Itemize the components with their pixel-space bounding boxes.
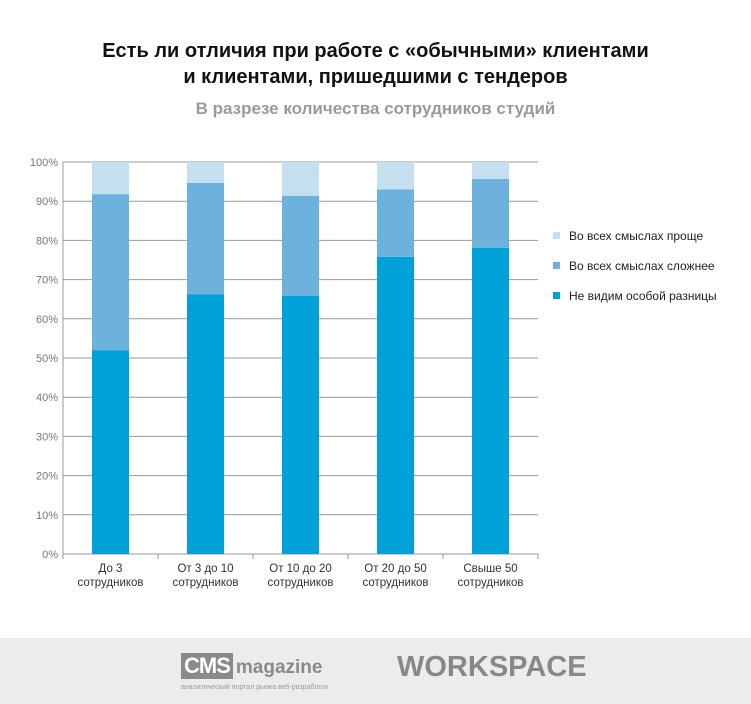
y-tick-label: 10% (36, 510, 58, 522)
legend-swatch (553, 292, 560, 299)
legend-swatch (553, 232, 560, 239)
bar-segment (472, 162, 509, 179)
x-tick-label: От 10 до 20 (269, 563, 332, 575)
x-tick-label: сотрудников (362, 577, 428, 589)
y-tick-label: 70% (36, 275, 58, 287)
bar-segment (92, 162, 129, 195)
x-tick-label: До 3 (99, 563, 123, 575)
cms-logo-word: magazine (235, 657, 323, 678)
bar-segment (282, 162, 319, 196)
cms-logo-box: CMS (181, 653, 233, 679)
title-line-1: Есть ли отличия при работе с «обычными» … (102, 40, 649, 62)
chart-subtitle: В разрезе количества сотрудников студий (195, 99, 556, 118)
bar-segment (92, 350, 129, 554)
bar-segment (377, 162, 414, 190)
bar-segment (282, 295, 319, 554)
x-tick-label: От 3 до 10 (177, 563, 233, 575)
y-tick-label: 50% (36, 353, 58, 365)
legend-label: Не видим особой разницы (569, 289, 717, 303)
bar-segment (187, 162, 224, 183)
y-tick-label: 60% (36, 314, 58, 326)
x-tick-label: сотрудников (77, 577, 143, 589)
bar-segment (187, 182, 224, 295)
cms-magazine-logo: CMS magazine (181, 653, 322, 679)
cms-tagline: аналитический портал рынка веб-разработо… (181, 684, 329, 691)
bar-segment (472, 247, 509, 554)
x-tick-label: сотрудников (457, 577, 523, 589)
y-tick-label: 100% (30, 157, 58, 169)
bar-segment (92, 194, 129, 351)
x-tick-label: сотрудников (267, 577, 333, 589)
bar-segment (472, 178, 509, 248)
legend-label: Во всех смыслах сложнее (569, 259, 715, 273)
x-tick-label: От 20 до 50 (364, 563, 427, 575)
y-tick-label: 30% (36, 431, 58, 443)
title-line-2: и клиентами, пришедшими с тендеров (183, 66, 568, 88)
chart-title: Есть ли отличия при работе с «обычными» … (0, 38, 751, 90)
x-tick-label: сотрудников (172, 577, 238, 589)
bar-segment (187, 294, 224, 554)
workspace-logo: WORKSPACE (397, 651, 587, 683)
legend-swatch (553, 262, 560, 269)
y-tick-label: 90% (36, 196, 58, 208)
y-tick-label: 40% (36, 392, 58, 404)
y-tick-label: 80% (36, 235, 58, 247)
bar-segment (377, 189, 414, 257)
y-tick-label: 0% (42, 549, 58, 561)
bar-segment (282, 195, 319, 296)
x-tick-label: Свыше 50 (463, 563, 517, 575)
footer: CMS magazine аналитический портал рынка … (0, 638, 751, 704)
y-tick-label: 20% (36, 471, 58, 483)
stacked-bar-chart: 0% 10% 20% 30% 40% 50% 60% 70% 80% 90% 100% До 3 сот… (30, 157, 717, 589)
legend-label: Во всех смыслах проще (569, 229, 703, 243)
bar-segment (377, 256, 414, 554)
